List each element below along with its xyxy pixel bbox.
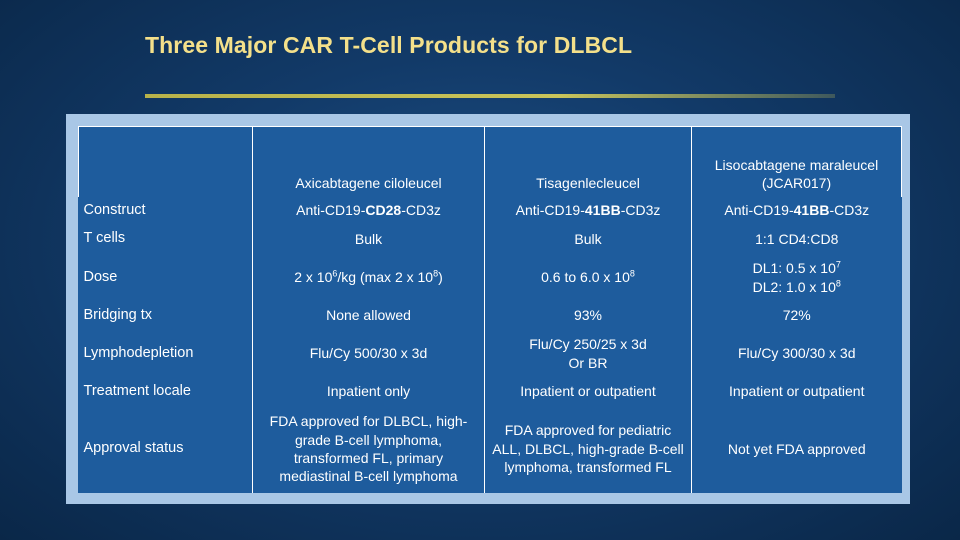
table-row-bridging: Bridging tx None allowed 93% 72% <box>79 301 902 330</box>
comparison-table: Axicabtagene ciloleucel Tisagenlecleucel… <box>78 126 902 493</box>
cell-bridging-lisocabtagene: 72% <box>691 301 902 330</box>
cell-approval-axicabtagene: FDA approved for DLBCL, high-grade B-cel… <box>252 405 485 493</box>
cell-bridging-axicabtagene: None allowed <box>252 301 485 330</box>
cell-construct-axicabtagene: Anti-CD19-CD28-CD3z <box>252 196 485 225</box>
column-header-axicabtagene: Axicabtagene ciloleucel <box>252 126 485 197</box>
table-row-lymphodepletion: Lymphodepletion Flu/Cy 500/30 x 3d Flu/C… <box>79 329 902 378</box>
cell-dose-lisocabtagene: DL1: 0.5 x 107 DL2: 1.0 x 108 <box>691 253 902 302</box>
cell-tcells-tisagenlecleucel: Bulk <box>484 224 692 254</box>
cell-locale-axicabtagene: Inpatient only <box>252 377 485 406</box>
cell-dose-axicabtagene: 2 x 106/kg (max 2 x 108) <box>252 253 485 302</box>
title-underline <box>145 94 835 98</box>
table-row-dose: Dose 2 x 106/kg (max 2 x 108) 0.6 to 6.0… <box>79 253 902 302</box>
row-label-approval: Approval status <box>83 440 184 457</box>
row-label-construct: Construct <box>83 201 146 218</box>
column-header-lisocabtagene: Lisocabtagene maraleucel (JCAR017) <box>691 126 902 197</box>
header-corner <box>78 126 253 197</box>
cell-approval-tisagenlecleucel: FDA approved for pediatric ALL, DLBCL, h… <box>484 405 692 493</box>
row-label-tcells: T cells <box>83 230 126 247</box>
table-row-locale: Treatment locale Inpatient only Inpatien… <box>79 377 902 406</box>
cell-lymphodepletion-lisocabtagene: Flu/Cy 300/30 x 3d <box>691 329 902 378</box>
table-row-tcells: T cells Bulk Bulk 1:1 CD4:CD8 <box>79 224 902 254</box>
cell-bridging-tisagenlecleucel: 93% <box>484 301 692 330</box>
header-row: Axicabtagene ciloleucel Tisagenlecleucel… <box>78 126 902 197</box>
cell-lymphodepletion-axicabtagene: Flu/Cy 500/30 x 3d <box>252 329 485 378</box>
cell-construct-tisagenlecleucel: Anti-CD19-41BB-CD3z <box>484 196 692 225</box>
cell-construct-lisocabtagene: Anti-CD19-41BB-CD3z <box>691 196 902 225</box>
cell-tcells-axicabtagene: Bulk <box>252 224 485 254</box>
row-label-dose: Dose <box>83 268 118 285</box>
row-label-lymphodepletion: Lymphodepletion <box>83 344 194 361</box>
table-row-approval: Approval status FDA approved for DLBCL, … <box>79 405 902 493</box>
cell-tcells-lisocabtagene: 1:1 CD4:CD8 <box>691 224 902 254</box>
cell-dose-tisagenlecleucel: 0.6 to 6.0 x 108 <box>484 253 692 302</box>
column-header-tisagenlecleucel: Tisagenlecleucel <box>484 126 692 197</box>
row-label-bridging: Bridging tx <box>83 306 153 323</box>
cell-approval-lisocabtagene: Not yet FDA approved <box>691 405 902 493</box>
cell-locale-tisagenlecleucel: Inpatient or outpatient <box>484 377 692 406</box>
table-row-construct: Construct Anti-CD19-CD28-CD3z Anti-CD19-… <box>79 196 902 225</box>
cell-lymphodepletion-tisagenlecleucel: Flu/Cy 250/25 x 3d Or BR <box>484 329 692 378</box>
cell-locale-lisocabtagene: Inpatient or outpatient <box>691 377 902 406</box>
row-label-locale: Treatment locale <box>83 382 191 399</box>
slide-title: Three Major CAR T-Cell Products for DLBC… <box>145 32 633 58</box>
